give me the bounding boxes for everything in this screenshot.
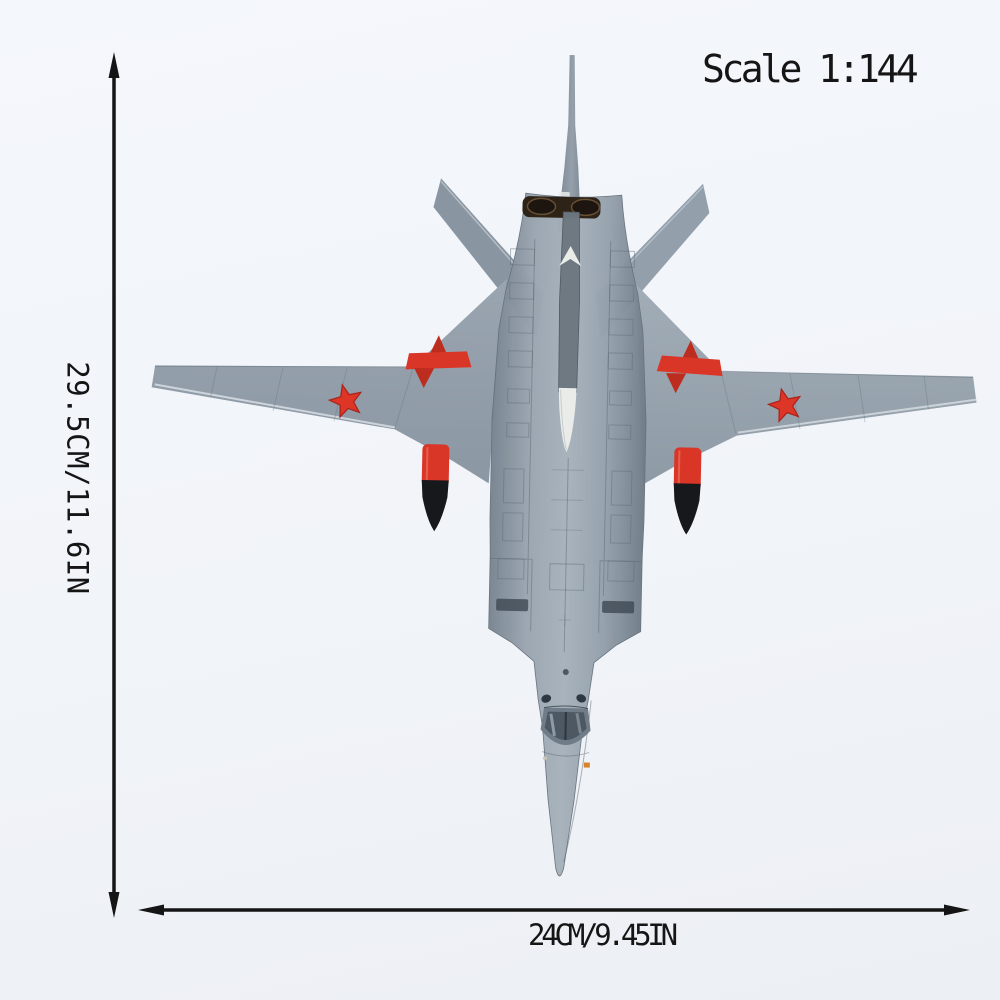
width-dimension-label: 24CM/9.45IN	[528, 918, 678, 952]
height-dimension-label: 29.5CM/11.6IN	[60, 361, 95, 595]
red-star-left	[327, 383, 363, 419]
orange-marking	[583, 762, 590, 768]
center-payload-missile	[558, 211, 582, 453]
height-dimension-arrow	[108, 52, 120, 918]
scale-label: Scale 1:144	[702, 47, 919, 91]
fuselage	[488, 192, 647, 877]
left-wing	[151, 278, 507, 484]
engine-exhausts	[522, 196, 601, 219]
left-wing-missile	[405, 335, 472, 532]
width-dimension-arrow	[138, 904, 970, 916]
sensor-dot	[562, 669, 569, 676]
cockpit-canopy	[540, 694, 591, 746]
red-star-right	[766, 387, 802, 423]
right-wing-missile	[656, 340, 723, 535]
